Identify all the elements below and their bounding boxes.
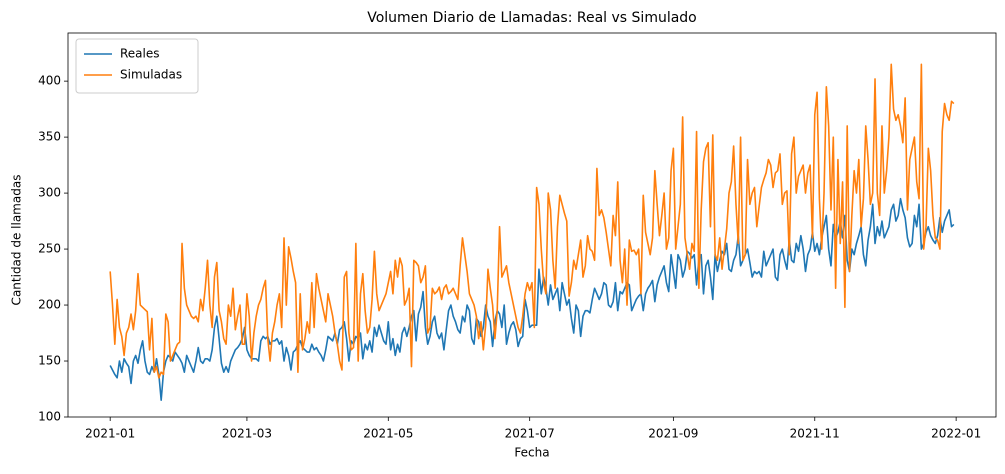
x-tick-label: 2021-05 <box>363 427 413 441</box>
legend: Reales Simuladas <box>75 38 199 94</box>
legend-label: Simuladas <box>120 68 182 82</box>
plot-frame <box>67 32 997 418</box>
series-line <box>109 63 955 379</box>
y-tick-label: 250 <box>38 242 61 256</box>
x-tick-label: 2022-01 <box>931 427 981 441</box>
y-tick-label: 400 <box>38 74 61 88</box>
legend-box <box>75 38 199 94</box>
y-tick-label: 100 <box>38 410 61 424</box>
x-tick-label: 2021-09 <box>648 427 698 441</box>
y-tick-label: 150 <box>38 354 61 368</box>
x-tick-label: 2021-11 <box>790 427 840 441</box>
x-tick-label: 2021-07 <box>505 427 555 441</box>
series-line <box>109 197 955 402</box>
x-axis-label: Fecha <box>514 446 549 460</box>
x-tick-label: 2021-01 <box>85 427 135 441</box>
y-tick-label: 350 <box>38 130 61 144</box>
y-axis-label: Cantidad de llamadas <box>10 175 24 306</box>
x-tick-label: 2021-03 <box>222 427 272 441</box>
chart-title: Volumen Diario de Llamadas: Real vs Simu… <box>367 10 697 26</box>
legend-label: Reales <box>120 47 160 61</box>
y-tick-label: 300 <box>38 186 61 200</box>
y-tick-label: 200 <box>38 298 61 312</box>
